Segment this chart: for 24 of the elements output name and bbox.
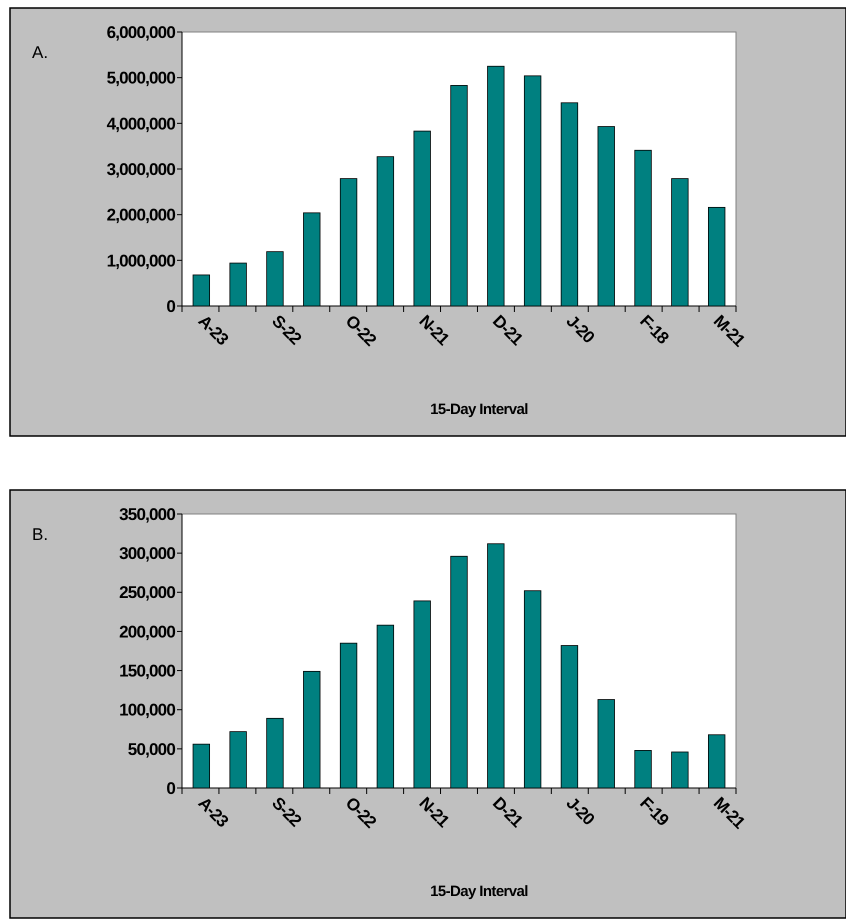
y-tick-label: 2,000,000 bbox=[106, 206, 176, 225]
y-tick-label: 5,000,000 bbox=[106, 68, 176, 88]
y-tick-label: 300,000 bbox=[119, 544, 176, 564]
y-tick-label: 350,000 bbox=[119, 504, 176, 524]
text: B. bbox=[32, 525, 48, 544]
y-tick-label: 3,000,000 bbox=[106, 160, 176, 179]
x-axis-title: 15-Day Interval bbox=[430, 401, 528, 418]
x-axis-title: 15-Day Interval bbox=[430, 883, 528, 900]
x-tick-label: A-23 bbox=[194, 793, 232, 831]
x-tick-label: J-20 bbox=[562, 793, 598, 829]
x-tick-label: J-20 bbox=[562, 311, 598, 347]
y-tick-label: 200,000 bbox=[119, 622, 176, 642]
y-tick-label: 6,000,000 bbox=[106, 22, 176, 42]
y-tick-label: 0 bbox=[166, 778, 176, 798]
y-tick-label: 0 bbox=[166, 296, 176, 316]
text: A. bbox=[32, 43, 48, 62]
y-tick-label: 250,000 bbox=[119, 583, 176, 602]
y-tick-label: 4,000,000 bbox=[106, 114, 176, 134]
x-tick-label: F-19 bbox=[636, 793, 672, 830]
x-tick-label: A-23 bbox=[194, 311, 232, 349]
y-tick-label: 150,000 bbox=[119, 662, 176, 681]
y-tick-label: 100,000 bbox=[119, 700, 176, 720]
y-tick-label: 50,000 bbox=[128, 740, 176, 759]
y-tick-label: 1,000,000 bbox=[106, 251, 176, 270]
